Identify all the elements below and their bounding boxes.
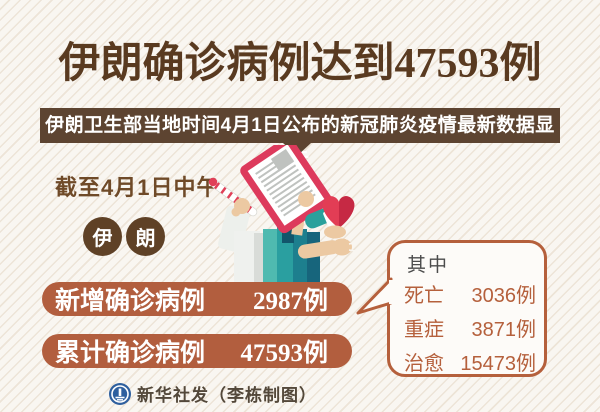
country-badge-lang: 朗 (126, 217, 165, 256)
breakdown-label: 重症 (404, 318, 444, 341)
breakdown-row-deaths: 死亡 3036例 (404, 281, 537, 307)
breakdown-value: 3036例 (471, 284, 537, 307)
xinhua-logo (109, 382, 131, 405)
breakdown-row-recovered: 治愈 15473例 (404, 349, 536, 375)
stat-pill-total-cases: 累计确诊病例 47593例 (42, 334, 352, 368)
subtitle-banner: 伊朗卫生部当地时间4月1日公布的新冠肺炎疫情最新数据显示 (40, 108, 560, 171)
hand-heart (324, 225, 346, 239)
stat-label: 新增确诊病例 (55, 288, 206, 315)
stat-pill-new-cases: 新增确诊病例 2987例 (42, 282, 352, 316)
stat-label: 累计确诊病例 (55, 340, 206, 367)
credit-line: 新华社发（李栋制图） (108, 381, 317, 406)
breakdown-bubble (387, 240, 547, 377)
breakdown-value: 3871例 (471, 318, 537, 341)
page-title: 伊朗确诊病例达到47593例 (58, 41, 542, 87)
breakdown-heading: 其中 (407, 255, 450, 276)
stat-value: 47593例 (240, 340, 328, 367)
breakdown-bubble-tail (356, 277, 394, 315)
breakdown-label: 死亡 (404, 284, 444, 307)
stat-value: 2987例 (252, 288, 328, 315)
doctor-illustration (208, 145, 357, 284)
heart-icon (322, 196, 355, 228)
breakdown-value: 15473例 (460, 352, 536, 375)
credit-text: 新华社发（李栋制图） (137, 386, 317, 405)
open-hand-arm (297, 235, 357, 259)
country-badge-yi: 伊 (83, 217, 122, 256)
breakdown-label: 治愈 (404, 352, 444, 375)
breakdown-row-severe: 重症 3871例 (404, 315, 537, 341)
as-of-date-label: 截至4月1日中午 (55, 175, 220, 200)
hand-clipboard (298, 191, 314, 207)
